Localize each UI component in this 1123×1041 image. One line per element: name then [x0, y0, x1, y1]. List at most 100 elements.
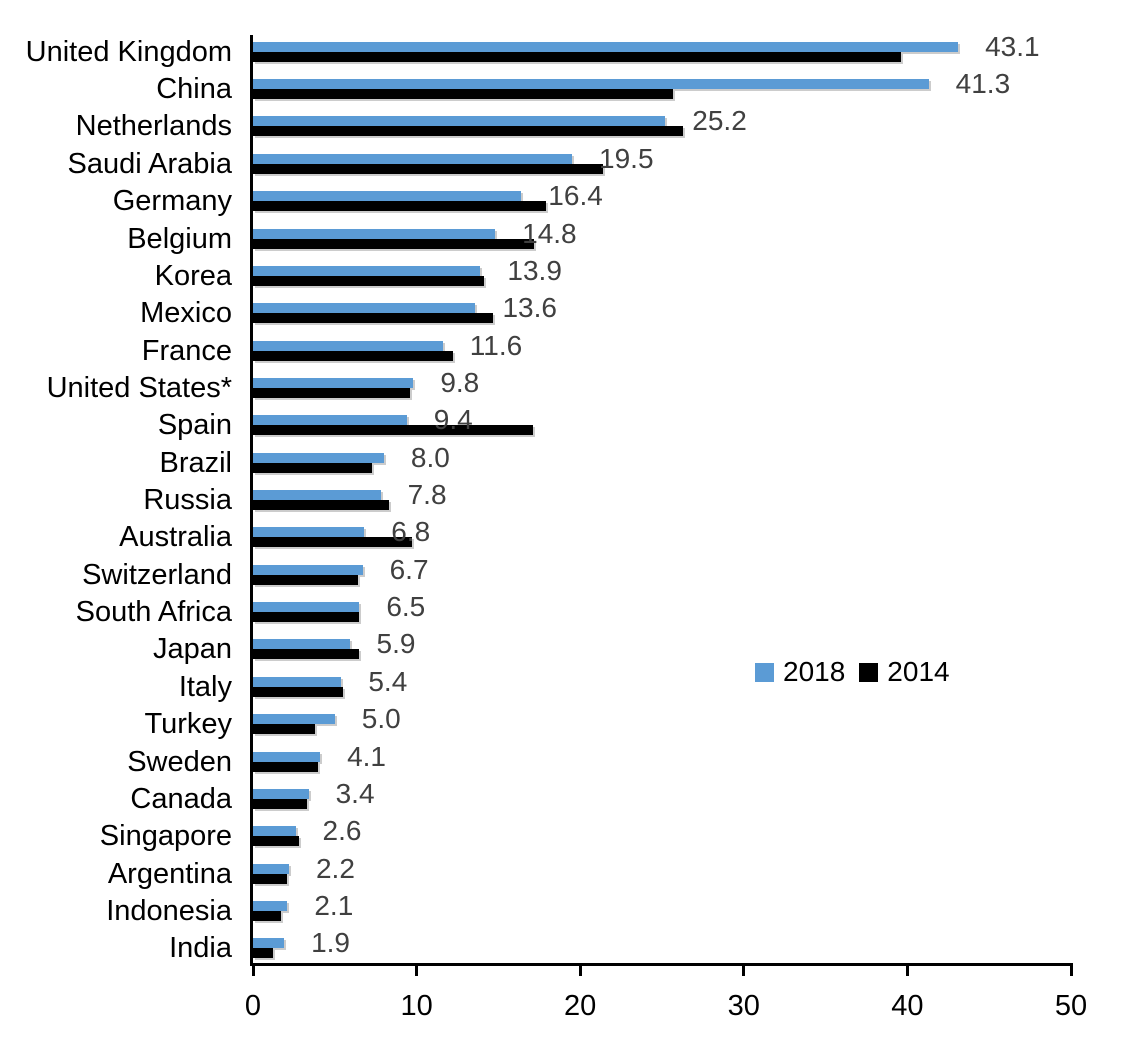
- bar-2014-brazil: [253, 462, 373, 473]
- category-label: Germany: [112, 185, 232, 218]
- bar-2018-india: [253, 938, 285, 949]
- bar-2014-united-states: [253, 387, 411, 398]
- x-axis-tick-mark: [1069, 963, 1073, 976]
- data-label: 5.0: [361, 703, 401, 735]
- data-label: 2.1: [314, 889, 354, 921]
- category-label: United States*: [46, 371, 232, 404]
- bar-2014-canada: [253, 798, 307, 809]
- bar-2018-france: [253, 340, 443, 351]
- category-label: Australia: [119, 521, 232, 554]
- bar-2018-switzerland: [253, 564, 363, 575]
- bar-2014-argentina: [253, 873, 288, 884]
- bar-2018-argentina: [253, 863, 289, 874]
- bar-2018-south-africa: [253, 602, 360, 613]
- category-label: India: [169, 932, 232, 965]
- category-label: Spain: [157, 409, 232, 442]
- data-label: 16.4: [548, 180, 603, 212]
- category-label: Italy: [178, 670, 232, 703]
- category-label: Russia: [143, 484, 232, 517]
- data-label: 6.8: [391, 516, 431, 548]
- x-axis-tick-mark: [742, 963, 746, 976]
- bar-2014-saudi-arabia: [253, 163, 604, 174]
- bar-2014-india: [253, 948, 273, 959]
- bar-2018-united-states: [253, 377, 414, 388]
- category-label: Turkey: [144, 708, 232, 741]
- data-label: 14.8: [522, 217, 577, 249]
- bar-2014-russia: [253, 500, 389, 511]
- chart-legend: 2018 2014: [755, 655, 950, 689]
- category-label: South Africa: [75, 596, 232, 629]
- bar-2018-turkey: [253, 714, 335, 725]
- category-label: France: [141, 334, 232, 367]
- x-axis-tick-label: 0: [244, 990, 262, 1022]
- bar-2014-australia: [253, 537, 412, 548]
- bar-2018-italy: [253, 676, 342, 687]
- bar-2018-australia: [253, 527, 365, 538]
- bar-2018-canada: [253, 788, 309, 799]
- legend-entry-2018: 2018: [755, 657, 845, 687]
- category-label: Singapore: [99, 820, 232, 853]
- legend-label-2014: 2014: [887, 656, 950, 687]
- data-label: 5.4: [368, 665, 408, 697]
- category-label: Switzerland: [82, 558, 232, 591]
- data-label: 43.1: [985, 30, 1040, 62]
- data-label: 11.6: [469, 329, 523, 361]
- data-label: 9.4: [433, 404, 473, 436]
- data-label: 4.1: [347, 740, 386, 772]
- bar-2018-mexico: [253, 303, 476, 314]
- data-label: 3.4: [335, 777, 375, 809]
- bar-2014-spain: [253, 425, 533, 436]
- category-label: Brazil: [159, 446, 232, 479]
- bar-2014-south-africa: [253, 612, 360, 623]
- bar-2014-singapore: [253, 836, 299, 847]
- bar-2018-brazil: [253, 452, 384, 463]
- x-axis-tick-label: 40: [891, 990, 924, 1022]
- bar-2018-japan: [253, 639, 350, 650]
- bar-2018-sweden: [253, 751, 321, 762]
- category-label: China: [156, 73, 232, 106]
- x-axis-tick-mark: [578, 963, 582, 976]
- bar-2018-netherlands: [253, 116, 666, 127]
- data-label: 6.7: [389, 553, 429, 585]
- bar-2014-turkey: [253, 724, 316, 735]
- data-label: 19.5: [599, 142, 654, 174]
- bar-2018-china: [253, 79, 929, 90]
- legend-swatch-2014-icon: [859, 662, 879, 682]
- bar-2014-france: [253, 350, 453, 361]
- bar-2018-indonesia: [253, 900, 288, 911]
- data-label: 2.6: [322, 815, 362, 847]
- bar-2014-belgium: [253, 238, 535, 249]
- bar-2014-indonesia: [253, 910, 281, 921]
- data-label: 41.3: [955, 68, 1011, 100]
- bar-2018-saudi-arabia: [253, 153, 573, 164]
- legend-label-2018: 2018: [783, 656, 846, 687]
- bar-2014-italy: [253, 686, 343, 697]
- data-label: 13.6: [502, 292, 557, 324]
- category-label: Korea: [154, 259, 232, 292]
- data-label: 8.0: [410, 441, 450, 473]
- category-label: Japan: [152, 633, 232, 666]
- x-axis-tick-label: 10: [400, 990, 433, 1022]
- data-label: 9.8: [440, 366, 480, 398]
- data-label: 25.2: [692, 105, 747, 137]
- category-label: Indonesia: [106, 894, 232, 927]
- bar-2014-china: [253, 89, 674, 100]
- bar-2014-germany: [253, 201, 546, 212]
- bar-2014-united-kingdom: [253, 51, 901, 62]
- data-label: 1.9: [311, 927, 351, 959]
- bar-2018-spain: [253, 415, 407, 426]
- x-axis-tick-label: 50: [1054, 990, 1088, 1022]
- bar-2018-germany: [253, 191, 522, 202]
- bar-2014-korea: [253, 275, 484, 286]
- x-axis-tick-mark: [251, 963, 255, 976]
- bar-2014-netherlands: [253, 126, 684, 137]
- x-axis-line: [250, 963, 1073, 966]
- bar-2014-mexico: [253, 313, 494, 324]
- bar-2014-japan: [253, 649, 360, 660]
- bar-2014-switzerland: [253, 574, 358, 585]
- category-label: Saudi Arabia: [67, 147, 232, 180]
- x-axis-tick-label: 30: [727, 990, 760, 1022]
- data-label: 2.2: [315, 852, 355, 884]
- category-label: United Kingdom: [25, 35, 232, 68]
